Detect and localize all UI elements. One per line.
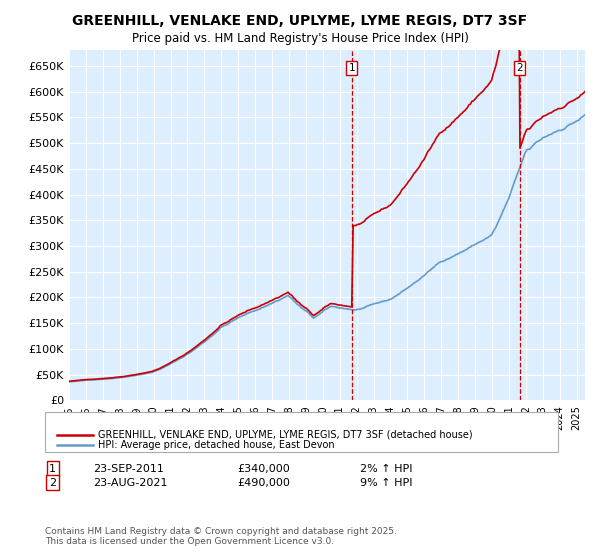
Text: Contains HM Land Registry data © Crown copyright and database right 2025.
This d: Contains HM Land Registry data © Crown c…: [45, 526, 397, 546]
Text: 23-AUG-2021: 23-AUG-2021: [93, 478, 167, 488]
Text: HPI: Average price, detached house, East Devon: HPI: Average price, detached house, East…: [98, 440, 334, 450]
Text: 2: 2: [517, 63, 523, 73]
Text: 2% ↑ HPI: 2% ↑ HPI: [360, 464, 413, 474]
Text: GREENHILL, VENLAKE END, UPLYME, LYME REGIS, DT7 3SF: GREENHILL, VENLAKE END, UPLYME, LYME REG…: [73, 14, 527, 28]
Text: 1: 1: [49, 464, 56, 474]
Text: GREENHILL, VENLAKE END, UPLYME, LYME REGIS, DT7 3SF (detached house): GREENHILL, VENLAKE END, UPLYME, LYME REG…: [98, 430, 472, 440]
Text: 1: 1: [349, 63, 355, 73]
Text: £490,000: £490,000: [237, 478, 290, 488]
Text: Price paid vs. HM Land Registry's House Price Index (HPI): Price paid vs. HM Land Registry's House …: [131, 32, 469, 45]
Text: 2: 2: [49, 478, 56, 488]
Text: £340,000: £340,000: [237, 464, 290, 474]
Text: 9% ↑ HPI: 9% ↑ HPI: [360, 478, 413, 488]
Text: 23-SEP-2011: 23-SEP-2011: [93, 464, 164, 474]
